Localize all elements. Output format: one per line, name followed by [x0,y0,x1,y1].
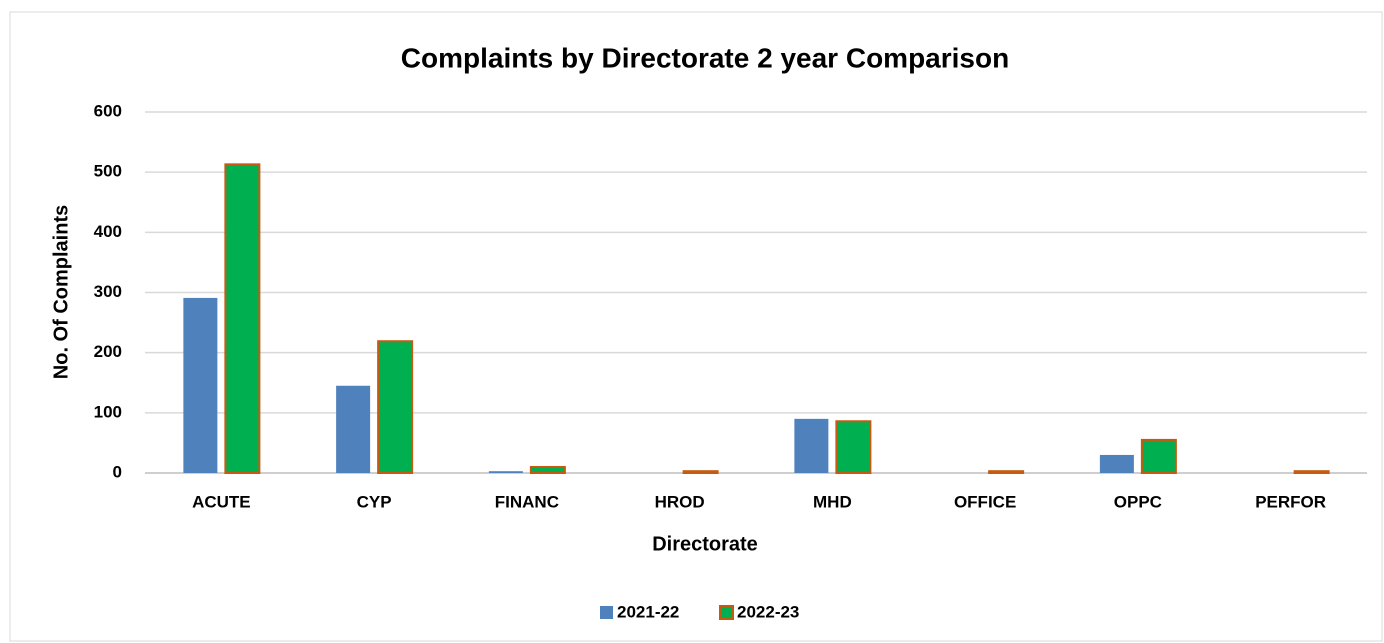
y-tick-label: 100 [94,402,122,421]
bar [1140,438,1177,474]
bar [835,420,872,474]
bar [529,465,566,475]
bar [682,470,719,475]
bar [1099,454,1134,473]
x-tick-label: ACUTE [192,492,251,511]
x-tick-label: OFFICE [954,492,1016,511]
bar [377,340,414,474]
y-axis-label: No. Of Complaints [50,205,72,379]
x-tick-label: PERFOR [1255,492,1326,511]
chart-title: Complaints by Directorate 2 year Compari… [401,42,1009,73]
y-tick-label: 200 [94,342,122,361]
x-axis-label: Directorate [652,533,758,555]
bar [794,418,829,473]
bar [988,470,1025,475]
x-tick-label: CYP [357,492,392,511]
y-tick-label: 300 [94,282,122,301]
bar [336,385,371,473]
bar [183,297,218,473]
x-tick-label: MHD [813,492,852,511]
x-tick-label: OPPC [1114,492,1162,511]
y-tick-label: 400 [94,222,122,241]
legend-swatch [719,605,734,620]
y-tick-label: 500 [94,162,122,181]
legend-label: 2022-23 [737,602,799,621]
legend-swatch [600,606,613,619]
x-tick-label: HROD [655,492,705,511]
x-tick-label: FINANC [495,492,559,511]
y-tick-label: 0 [113,462,122,481]
bar [1293,470,1330,475]
y-tick-label: 600 [94,101,122,120]
bar [224,163,261,474]
legend-label: 2021-22 [617,602,679,621]
bar [488,471,523,473]
